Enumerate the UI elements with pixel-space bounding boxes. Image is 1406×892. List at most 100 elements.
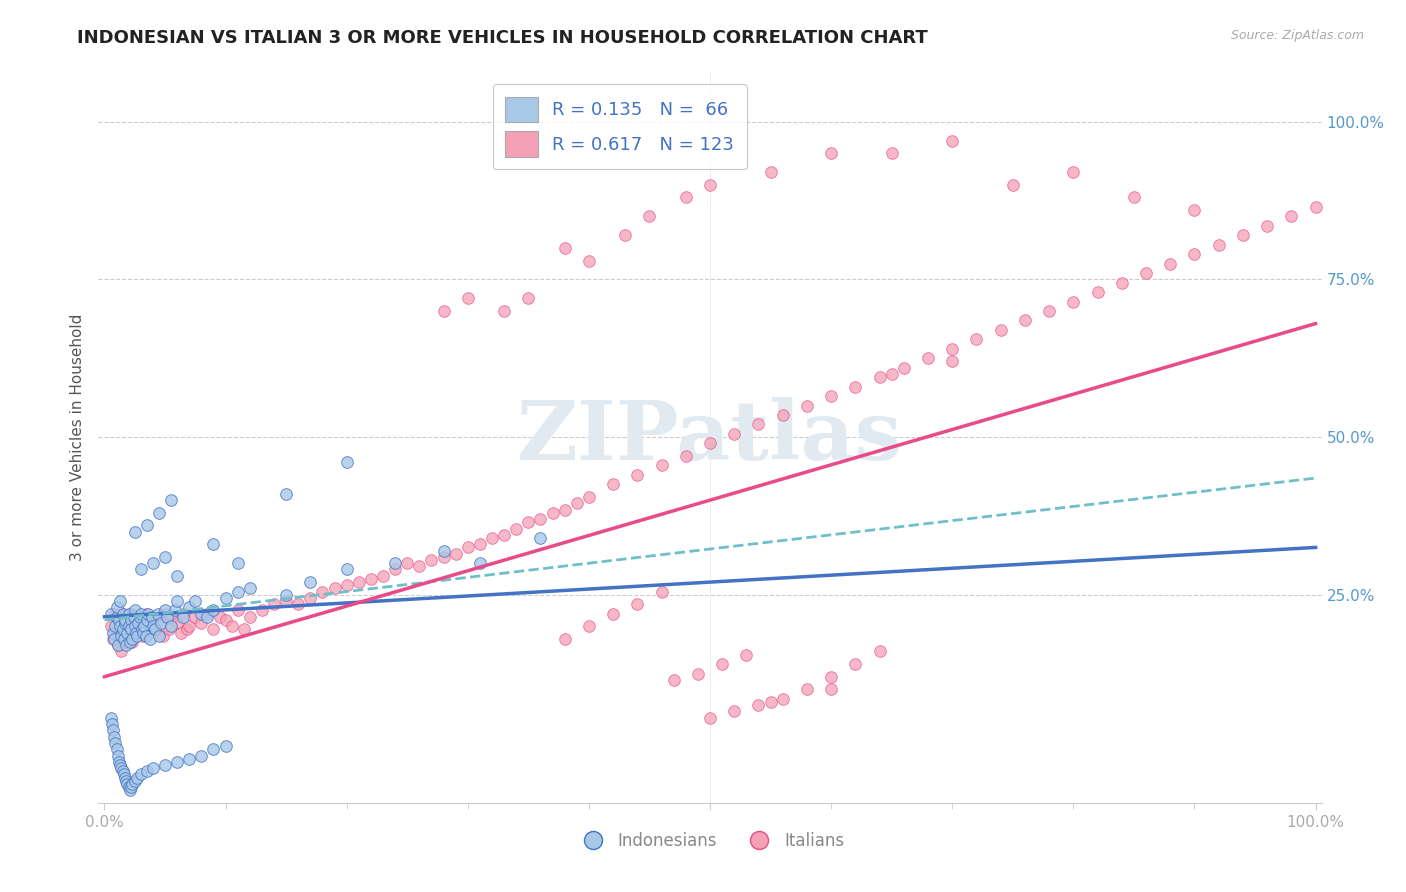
Point bbox=[160, 493, 183, 508]
Point bbox=[115, 773, 138, 788]
Point bbox=[1038, 304, 1060, 318]
Point bbox=[202, 603, 225, 617]
Point bbox=[118, 623, 141, 637]
Point bbox=[179, 619, 201, 633]
Point bbox=[602, 607, 624, 621]
Point bbox=[869, 370, 891, 384]
Point bbox=[142, 556, 165, 570]
Point bbox=[226, 603, 249, 617]
Point bbox=[747, 698, 769, 712]
Point bbox=[371, 569, 394, 583]
Point bbox=[135, 629, 157, 643]
Point bbox=[554, 241, 576, 255]
Point bbox=[100, 717, 122, 731]
Point bbox=[494, 304, 516, 318]
Point bbox=[129, 562, 152, 576]
Point bbox=[110, 758, 132, 772]
Point bbox=[1184, 203, 1206, 218]
Point bbox=[134, 619, 156, 633]
Point bbox=[396, 556, 419, 570]
Point bbox=[432, 304, 454, 318]
Point bbox=[820, 389, 842, 403]
Point bbox=[651, 458, 673, 473]
Point bbox=[759, 165, 782, 179]
Point bbox=[103, 632, 125, 646]
Point bbox=[699, 711, 721, 725]
Point bbox=[202, 742, 225, 756]
Point bbox=[100, 619, 122, 633]
Point bbox=[139, 609, 162, 624]
Point bbox=[172, 607, 194, 621]
Point bbox=[153, 758, 176, 772]
Point bbox=[103, 730, 125, 744]
Point bbox=[990, 323, 1012, 337]
Point bbox=[208, 609, 231, 624]
Point bbox=[276, 588, 298, 602]
Point bbox=[118, 629, 141, 643]
Point bbox=[153, 549, 176, 564]
Point bbox=[166, 594, 188, 608]
Point bbox=[226, 584, 249, 599]
Point bbox=[148, 506, 170, 520]
Point bbox=[142, 761, 165, 775]
Point bbox=[110, 623, 132, 637]
Point bbox=[156, 609, 179, 624]
Point bbox=[711, 657, 734, 671]
Point bbox=[844, 379, 866, 393]
Point bbox=[202, 623, 225, 637]
Point bbox=[101, 632, 124, 646]
Point bbox=[1122, 190, 1144, 204]
Point bbox=[104, 607, 127, 621]
Point bbox=[118, 780, 141, 794]
Point bbox=[105, 625, 128, 640]
Point bbox=[127, 771, 149, 785]
Point bbox=[1208, 237, 1230, 252]
Point bbox=[626, 467, 648, 482]
Point bbox=[197, 609, 219, 624]
Point bbox=[108, 613, 131, 627]
Point bbox=[121, 632, 143, 646]
Point bbox=[1014, 313, 1036, 327]
Point bbox=[105, 742, 128, 756]
Point bbox=[505, 521, 527, 535]
Point bbox=[1279, 210, 1302, 224]
Point bbox=[432, 543, 454, 558]
Point bbox=[299, 591, 322, 605]
Point bbox=[163, 603, 186, 617]
Point bbox=[214, 739, 236, 753]
Point bbox=[110, 761, 132, 775]
Point bbox=[107, 638, 129, 652]
Point bbox=[124, 524, 146, 539]
Point bbox=[444, 547, 467, 561]
Text: ZIPatlas: ZIPatlas bbox=[517, 397, 903, 477]
Point bbox=[723, 705, 745, 719]
Point bbox=[226, 556, 249, 570]
Point bbox=[115, 635, 138, 649]
Point bbox=[125, 625, 148, 640]
Point bbox=[941, 342, 963, 356]
Point bbox=[1184, 247, 1206, 261]
Point bbox=[820, 146, 842, 161]
Point bbox=[111, 607, 134, 621]
Point bbox=[796, 682, 818, 697]
Point bbox=[127, 629, 149, 643]
Point bbox=[384, 556, 406, 570]
Point bbox=[844, 657, 866, 671]
Point bbox=[124, 613, 146, 627]
Point bbox=[166, 755, 188, 769]
Point bbox=[299, 575, 322, 590]
Point bbox=[276, 594, 298, 608]
Point bbox=[554, 502, 576, 516]
Point bbox=[578, 619, 600, 633]
Point bbox=[160, 619, 183, 633]
Point bbox=[432, 549, 454, 564]
Point bbox=[759, 695, 782, 709]
Point bbox=[132, 625, 155, 640]
Point bbox=[311, 584, 333, 599]
Point bbox=[602, 477, 624, 491]
Point bbox=[148, 629, 170, 643]
Point bbox=[101, 625, 124, 640]
Point bbox=[107, 748, 129, 763]
Point bbox=[190, 616, 212, 631]
Point bbox=[675, 190, 697, 204]
